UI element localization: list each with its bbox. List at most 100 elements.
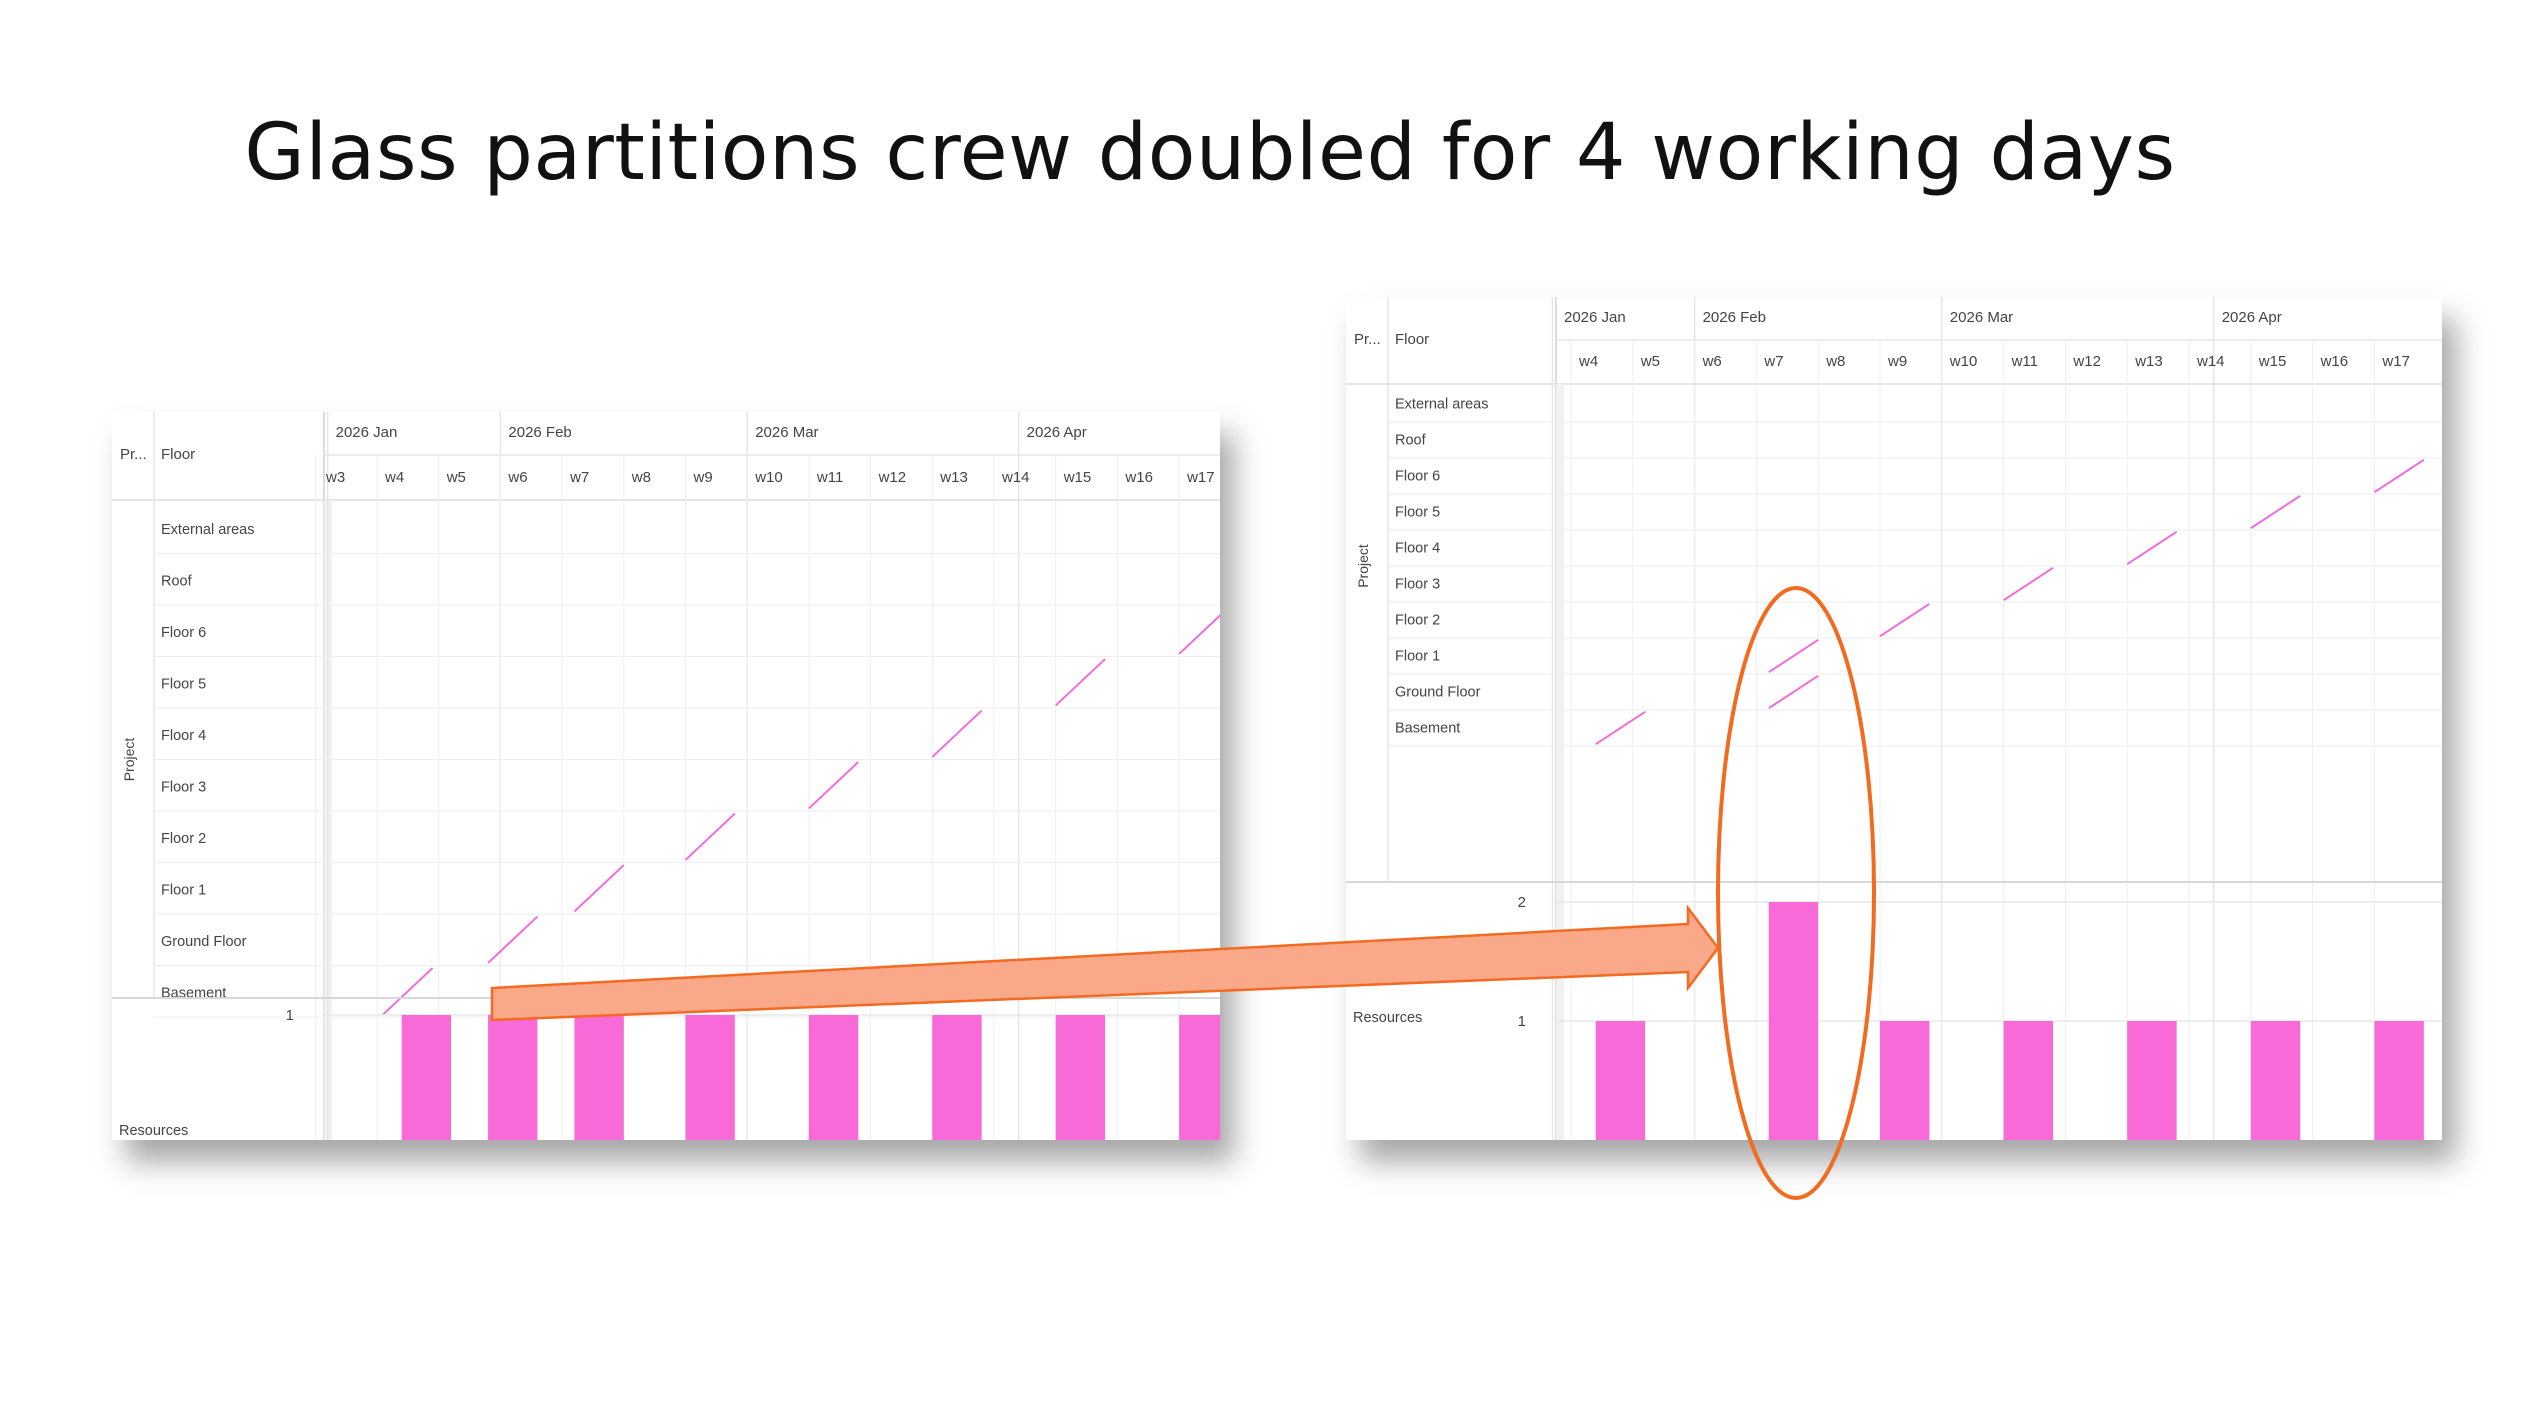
- task-line: [684, 812, 736, 861]
- column-header-floor: Floor: [1395, 331, 1429, 348]
- week-label: w11: [816, 469, 843, 486]
- week-label: w10: [1949, 353, 1978, 370]
- resource-bar: [2127, 1021, 2177, 1140]
- chart-background: [112, 412, 1220, 1140]
- week-label: w10: [754, 469, 783, 486]
- week-label: w16: [1124, 469, 1153, 486]
- month-label: 2026 Mar: [755, 424, 818, 441]
- month-label: 2026 Mar: [1950, 309, 2013, 326]
- week-label: w14: [1001, 469, 1030, 486]
- resource-bar: [685, 1015, 735, 1140]
- month-label: 2026 Apr: [1027, 424, 1087, 441]
- gantt-chart-after: Pr... Floor 2026 Jan 2026 Feb 2026 Mar 2026 A…: [1346, 297, 2442, 1140]
- floor-row-label: External areas: [1395, 396, 1489, 412]
- floor-row-label: Floor 1: [161, 882, 206, 898]
- slide-title: Glass partitions crew doubled for 4 work…: [244, 108, 2176, 198]
- task-line: [2373, 458, 2425, 494]
- week-label: w4: [384, 469, 404, 486]
- resource-bar: [2003, 1021, 2054, 1140]
- floor-row-label: Floor 5: [1395, 504, 1440, 520]
- gantt-panel-after: Pr... Floor 2026 Jan 2026 Feb 2026 Mar 2026 A…: [1346, 297, 2442, 1140]
- week-label: w9: [1887, 353, 1907, 370]
- project-group-label: Project: [1355, 544, 1371, 588]
- resource-bar: [1179, 1015, 1220, 1140]
- resource-bar: [401, 1015, 452, 1140]
- resource-bar: [488, 1015, 538, 1140]
- task-line: [1879, 602, 1930, 638]
- resources-label: Resources: [119, 1123, 188, 1139]
- task-line: [2126, 530, 2178, 566]
- floor-row-label: Floor 6: [161, 625, 206, 641]
- resource-axis-tick: 1: [286, 1007, 294, 1024]
- month-label: 2026 Feb: [1703, 309, 1766, 326]
- column-header-floor: Floor: [161, 446, 195, 463]
- week-label: w5: [446, 469, 466, 486]
- week-label: w17: [1186, 469, 1215, 486]
- task-line: [2003, 566, 2054, 602]
- floor-row-label: Ground Floor: [161, 934, 247, 950]
- task-line: [808, 761, 859, 810]
- week-label: w17: [2381, 353, 2410, 370]
- week-label: w12: [878, 469, 907, 486]
- floor-row-label: Floor 3: [1395, 576, 1440, 592]
- resource-bar: [932, 1015, 982, 1140]
- floor-row-label: Basement: [1395, 720, 1460, 736]
- resource-axis-tick: 2: [1518, 894, 1526, 911]
- resource-bar: [808, 1015, 859, 1140]
- floor-row-label: Roof: [1395, 432, 1427, 448]
- task-line: [1055, 658, 1106, 707]
- week-label: w6: [507, 469, 527, 486]
- column-header-project: Pr...: [1354, 331, 1381, 348]
- chart-background: [1346, 297, 2442, 1140]
- week-label: w9: [693, 469, 713, 486]
- task-line: [2250, 494, 2301, 530]
- month-label: 2026 Feb: [508, 424, 571, 441]
- week-label: w14: [2196, 353, 2225, 370]
- project-group-label: Project: [121, 738, 137, 782]
- floor-row-label: Floor 5: [161, 676, 206, 692]
- week-label: w13: [939, 469, 968, 486]
- week-label: w13: [2134, 353, 2163, 370]
- floor-row-label: Roof: [161, 573, 193, 589]
- gantt-chart-before: Pr... Floor 2026 Jan 2026 Feb 2026 Mar 2026 A…: [112, 412, 1220, 1140]
- resource-bar: [2374, 1021, 2424, 1140]
- week-label: w5: [1640, 353, 1660, 370]
- resource-bar: [1880, 1021, 1930, 1140]
- week-label: w6: [1702, 353, 1722, 370]
- floor-row-label: Floor 1: [1395, 648, 1440, 664]
- resource-bar: [2250, 1021, 2301, 1140]
- floor-row-label: Floor 3: [161, 779, 206, 795]
- resource-bar: [574, 1015, 624, 1140]
- week-label: w8: [631, 469, 651, 486]
- week-label: w15: [1063, 469, 1092, 486]
- floor-row-label: Floor 4: [161, 728, 206, 744]
- month-label: 2026 Jan: [336, 424, 398, 441]
- month-label: 2026 Jan: [1564, 309, 1626, 326]
- gantt-panel-before: Pr... Floor 2026 Jan 2026 Feb 2026 Mar 2026 A…: [112, 412, 1220, 1140]
- week-label: w16: [2320, 353, 2349, 370]
- week-label: w12: [2072, 353, 2101, 370]
- floor-row-label: External areas: [161, 522, 255, 538]
- week-label: w7: [569, 469, 589, 486]
- column-header-project: Pr...: [120, 446, 147, 463]
- resources-label: Resources: [1353, 1010, 1422, 1026]
- floor-row-label: Basement: [161, 985, 226, 1001]
- week-label: w15: [2258, 353, 2287, 370]
- week-label: w4: [1578, 353, 1598, 370]
- chart-left-gutter: [1556, 384, 1564, 1140]
- month-label: 2026 Apr: [2222, 309, 2282, 326]
- resource-bar: [1595, 1021, 1646, 1140]
- week-label: w7: [1763, 353, 1783, 370]
- resource-axis-tick: 1: [1518, 1013, 1526, 1030]
- floor-row-label: Floor 2: [1395, 612, 1440, 628]
- task-line: [382, 967, 434, 1016]
- floor-row-label: Floor 6: [1395, 468, 1440, 484]
- floor-row-label: Ground Floor: [1395, 684, 1481, 700]
- task-line: [931, 709, 983, 758]
- floor-row-label: Floor 2: [161, 831, 206, 847]
- resource-bar: [1055, 1015, 1106, 1140]
- task-line: [573, 864, 625, 913]
- task-line: [1178, 614, 1220, 655]
- floor-row-label: Floor 4: [1395, 540, 1440, 556]
- task-line: [1595, 710, 1646, 746]
